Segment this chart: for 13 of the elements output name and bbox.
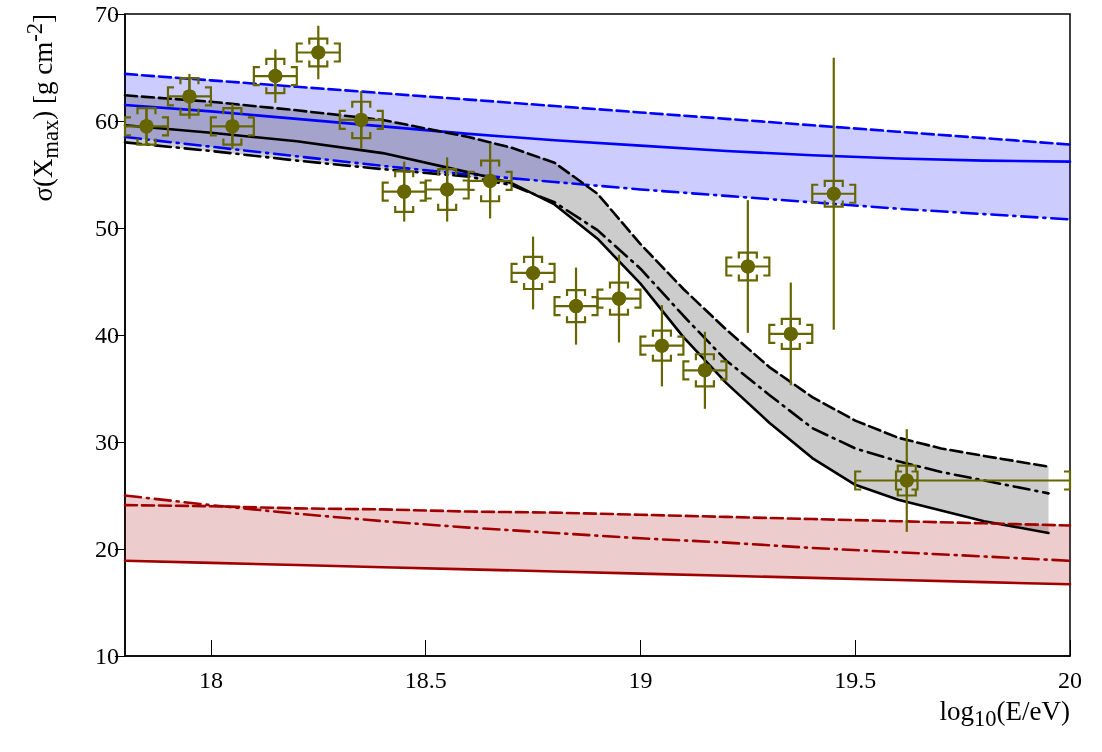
y-tick-label: 40 [95,322,119,348]
y-tick-label: 20 [95,536,119,562]
y-tick-label: 30 [95,429,119,455]
y-tick-label: 60 [95,108,119,134]
x-tick-label: 20 [1058,667,1082,693]
x-tick-label: 18.5 [404,667,447,693]
y-tick-label: 50 [95,215,119,241]
x-tick-label: 18 [198,667,223,693]
x-axis-title: log$_{10}$(E/eV) [939,696,1070,732]
y-tick-label: 70 [95,1,119,27]
x-tick-label: 19.5 [834,667,877,693]
y-tick-label: 10 [95,643,119,669]
x-tick-label: 19 [628,667,653,693]
